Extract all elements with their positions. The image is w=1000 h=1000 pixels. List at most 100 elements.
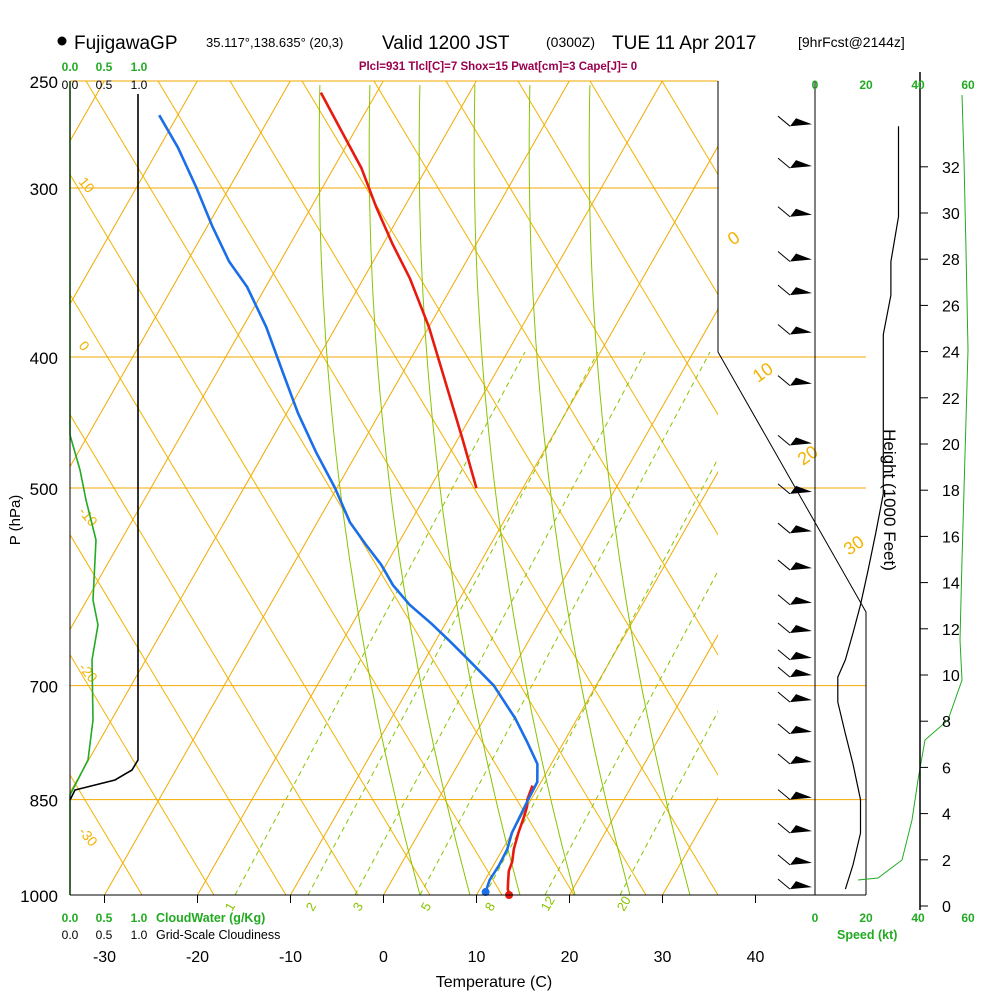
dry-adiabat-line [70, 653, 215, 895]
wind-barb [777, 324, 791, 335]
dry-adiabat-line [517, 81, 718, 416]
wind-barb [777, 753, 791, 765]
wind-barb [777, 691, 791, 703]
wind-speed-line [837, 126, 900, 890]
temperature-tick-label: 40 [747, 949, 765, 966]
wind-barb-flag [790, 624, 812, 633]
height-tick-label: 2 [942, 853, 951, 870]
height-axis-title: Height (1000 Feet) [880, 429, 899, 571]
moist-adiabat-line [473, 84, 576, 895]
temperature-line [506, 785, 534, 896]
cloudiness-line [69, 94, 139, 801]
isotherm-line [849, 81, 1000, 895]
mixing-ratio-label: 3 [350, 900, 367, 914]
bottom-scale-green: 1.0 [131, 911, 148, 925]
wind-barb [777, 822, 791, 834]
moist-adiabat-label: 20 [794, 441, 822, 469]
wind-barb [777, 559, 791, 571]
cloudiness-label: Grid-Scale Cloudiness [156, 928, 280, 942]
wind-barb-flag [790, 485, 812, 494]
temperature-tick-label: -30 [93, 949, 116, 966]
wind-barb-flag [790, 669, 812, 678]
moist-adiabat-line [588, 84, 691, 895]
speed-trace-line [857, 94, 969, 881]
cloud-water-line [69, 81, 99, 895]
wind-tick-top: 0 [812, 78, 819, 92]
surface-dewpoint-dot [481, 888, 490, 897]
pressure-tick-label: 250 [30, 73, 58, 92]
height-tick-label: 6 [942, 760, 951, 777]
bottom-scale-black: 0.5 [96, 928, 113, 942]
temperature-tick-label: 0 [379, 949, 388, 966]
wind-tick-bottom: 0 [812, 911, 819, 925]
wind-barb [777, 622, 791, 634]
wind-barb [777, 251, 791, 262]
dry-adiabat-line [70, 533, 287, 895]
valid-date: TUE 11 Apr 2017 [612, 33, 756, 54]
height-tick-label: 30 [942, 206, 960, 223]
wind-barb-flag [790, 881, 812, 890]
pressure-tick-label: 700 [30, 678, 58, 697]
wind-barb-flag [790, 694, 812, 703]
height-tick-label: 18 [942, 483, 960, 500]
station-name: FujigawaGP [74, 33, 178, 54]
bottom-scale-black: 0.0 [62, 928, 79, 942]
wind-barb-flag [790, 377, 812, 386]
wind-barb-flag [790, 437, 812, 446]
moist-adiabat-label: 10 [749, 358, 777, 386]
height-tick-label: 14 [942, 576, 960, 593]
height-tick-label: 26 [942, 298, 960, 315]
wind-barb [777, 594, 791, 606]
height-tick-label: 8 [942, 714, 951, 731]
station-marker-icon [57, 36, 67, 46]
height-tick-label: 20 [942, 437, 960, 454]
wind-barb [777, 649, 791, 661]
top-scale-green: 0.0 [62, 60, 79, 74]
height-tick-label: 0 [942, 899, 951, 916]
mixing-ratio-label: 20 [614, 893, 634, 913]
wind-speed-label: Speed (kt) [837, 928, 897, 942]
moist-adiabat-label: 0 [724, 227, 744, 249]
mixing-ratio-line [419, 351, 711, 895]
wind-tick-top: 40 [911, 78, 925, 92]
valid-time: Valid 1200 JST [382, 33, 510, 54]
mixing-ratio-line [354, 351, 646, 895]
top-scale-green: 0.5 [96, 60, 113, 74]
wind-tick-bottom: 20 [859, 911, 873, 925]
height-tick-label: 28 [942, 252, 960, 269]
dry-adiabat-label: -30 [76, 824, 101, 850]
height-tick-label: 22 [942, 391, 960, 408]
wind-barb-flag [790, 825, 812, 834]
wind-barb [777, 854, 791, 866]
wind-barb [777, 723, 791, 735]
bottom-scale-green: 0.5 [96, 911, 113, 925]
pressure-tick-label: 300 [30, 180, 58, 199]
wind-barb [777, 878, 791, 890]
wind-barb-flag [790, 326, 812, 335]
temperature-line [319, 91, 478, 489]
mixing-ratio-label: 8 [482, 900, 499, 914]
pressure-tick-label: 400 [30, 349, 58, 368]
mixing-ratio-line [619, 710, 718, 895]
temperature-tick-label: -20 [186, 949, 209, 966]
top-scale-black: 0.0 [62, 78, 79, 92]
wind-barb [777, 522, 791, 534]
wind-barb-flag [790, 562, 812, 571]
station-coords: 35.117°,138.635° (20,3) [206, 35, 343, 50]
temperature-tick-label: 20 [561, 949, 579, 966]
wind-barb-flag [790, 856, 812, 865]
plot-boundary-line [717, 81, 867, 895]
wind-barb-flag [790, 287, 812, 296]
wind-barb [777, 206, 791, 218]
moist-adiabat-line [318, 84, 421, 895]
dry-adiabat-line [589, 81, 718, 296]
dry-adiabat-label: 10 [76, 174, 98, 196]
temperature-tick-label: 30 [654, 949, 672, 966]
mixing-ratio-label: 5 [418, 900, 435, 914]
isotherm-line [569, 633, 718, 895]
wind-barb [777, 435, 791, 446]
isotherm-line [0, 81, 11, 895]
mixing-ratio-label: 2 [303, 900, 320, 914]
isotherm-line [70, 81, 198, 305]
